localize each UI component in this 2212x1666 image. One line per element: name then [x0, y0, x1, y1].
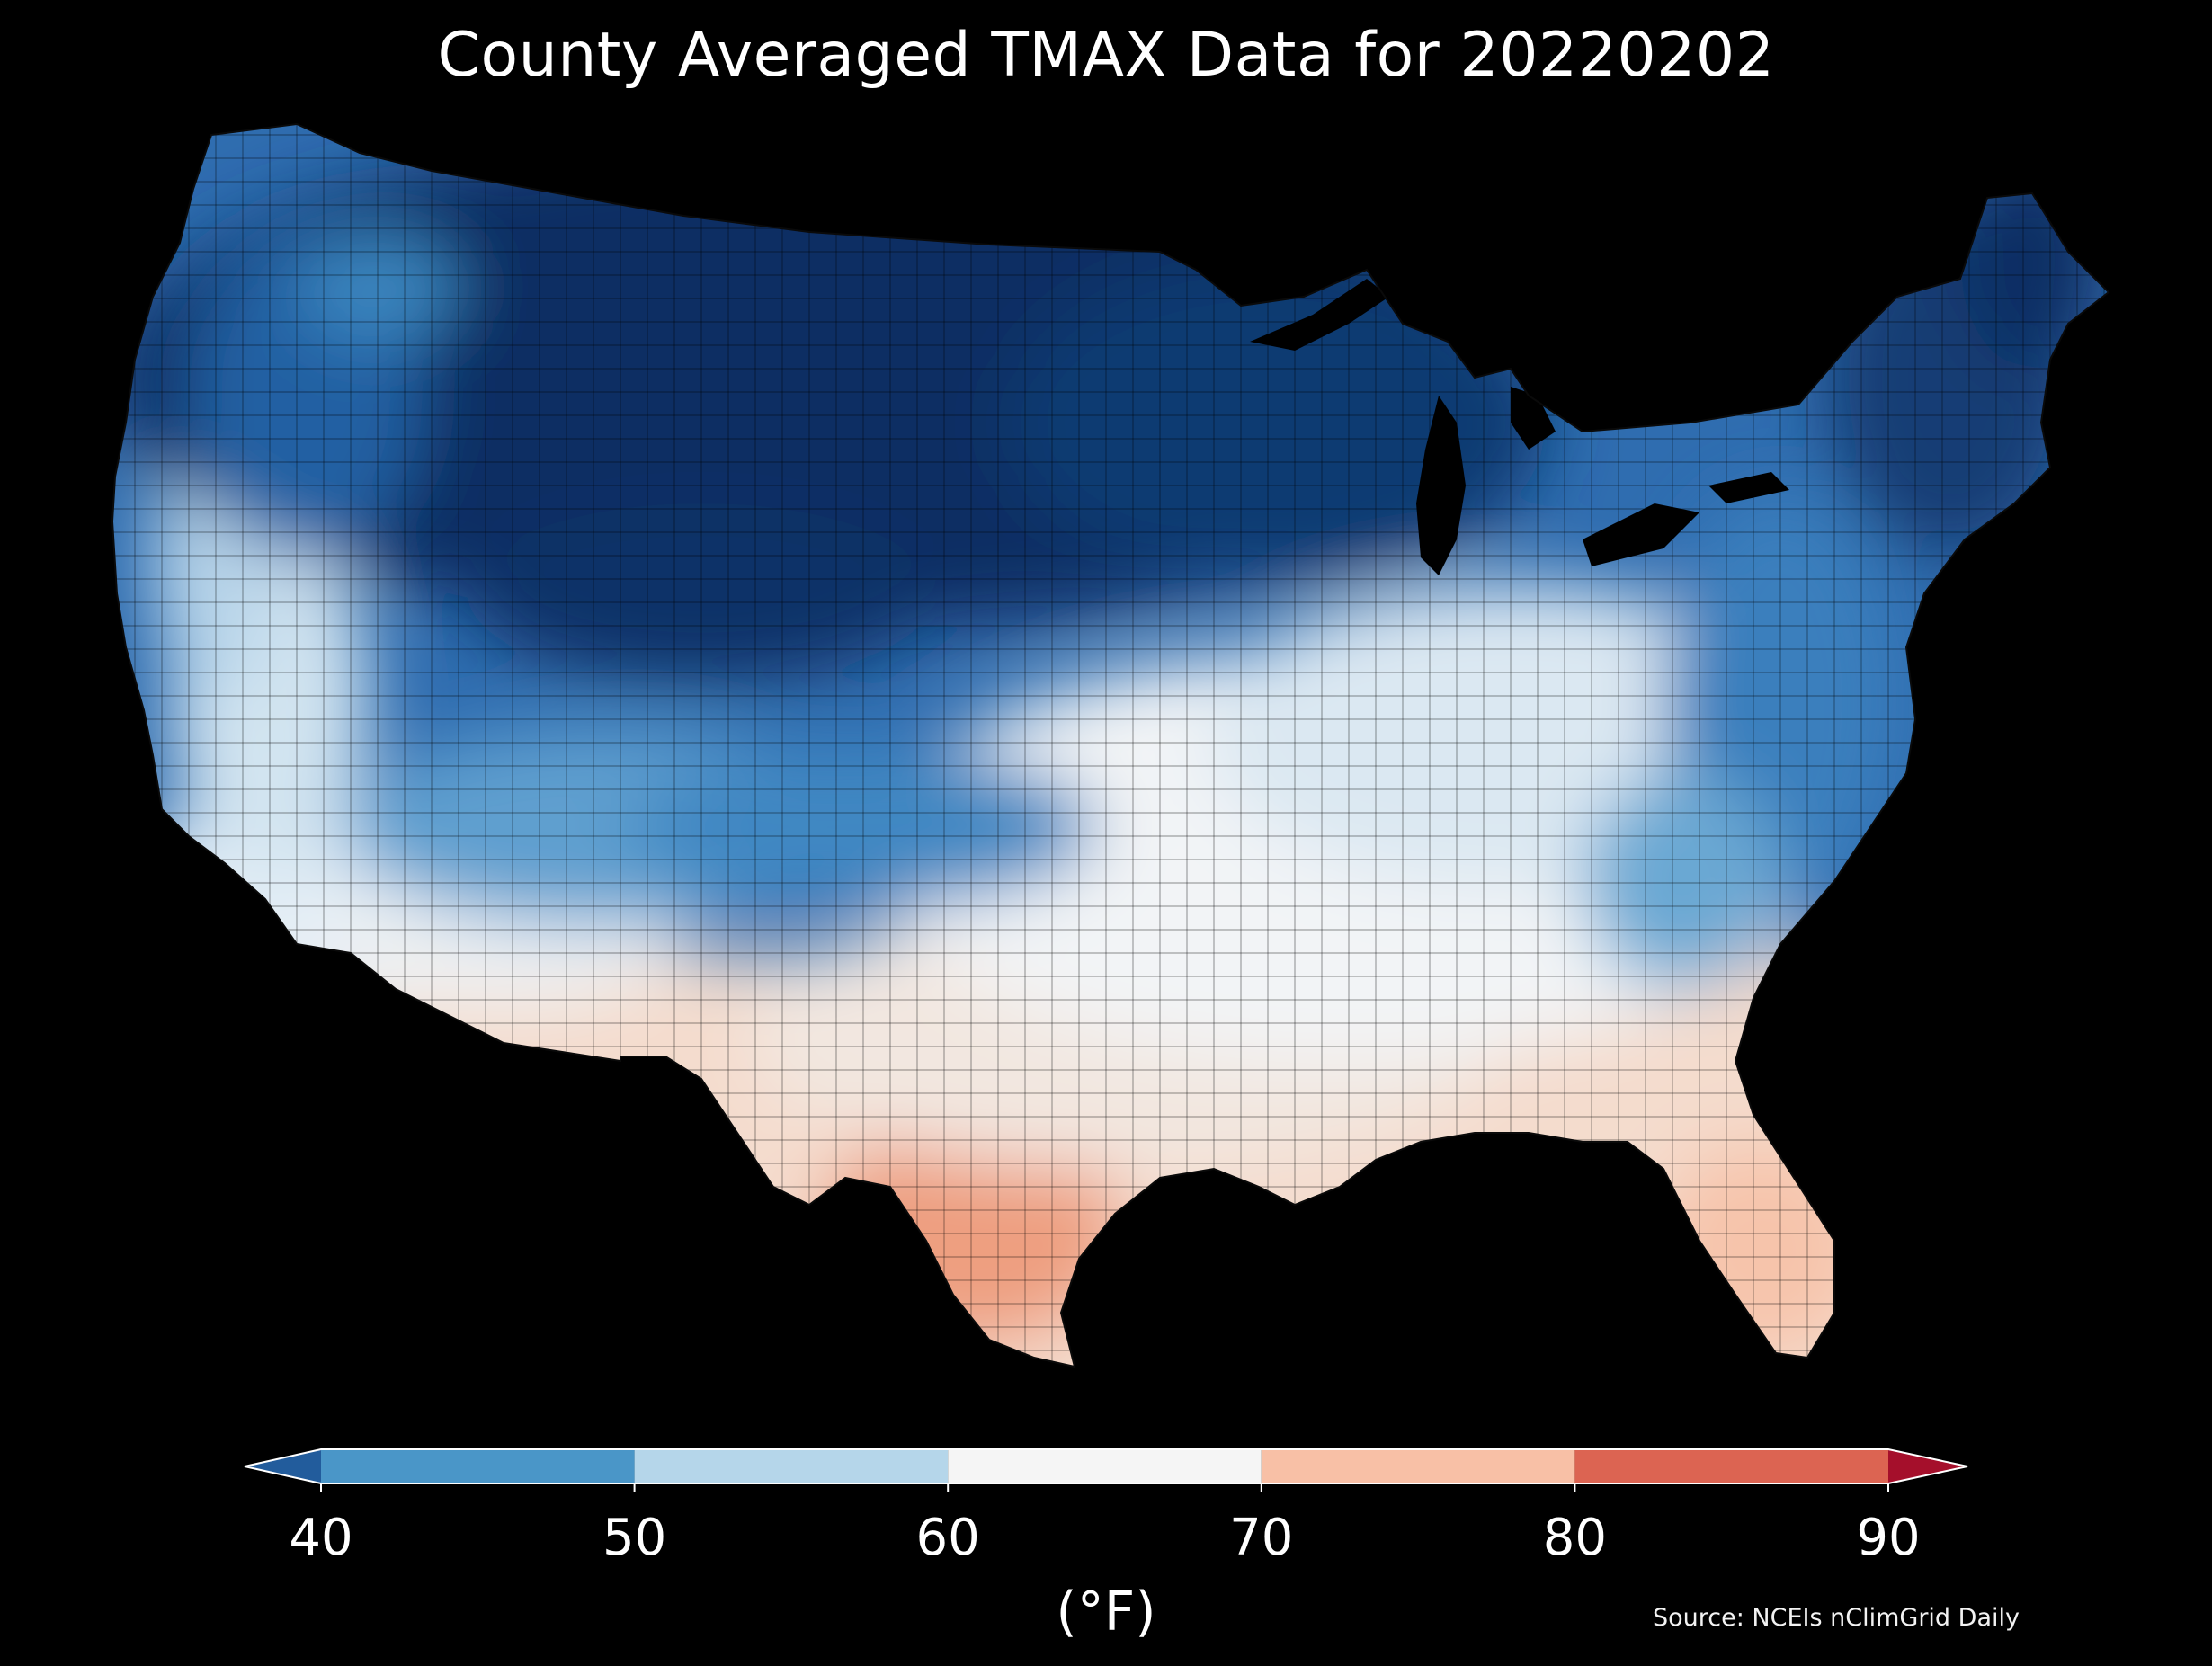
country-outline [111, 122, 2110, 1368]
colorbar-tick-label: 90 [1856, 1509, 1921, 1567]
map-title: County Averaged TMAX Data for 20220202 [437, 20, 1775, 91]
colorbar-tick-label: 50 [602, 1509, 667, 1567]
colorbar-bin-60-70 [948, 1449, 1262, 1483]
colorbar-bin-50-60 [634, 1449, 949, 1483]
great-lakes [1250, 279, 1789, 575]
colorbar-tick-label: 80 [1542, 1509, 1608, 1567]
source-credit: Source: NCEIs nClimGrid Daily [1653, 1604, 2020, 1632]
colorbar-extend-low [245, 1449, 321, 1483]
colorbar-bin-80-90 [1574, 1449, 1888, 1483]
colorbar-tick-label: 40 [289, 1509, 353, 1567]
colorbar-extend-high [1888, 1449, 1967, 1483]
colorbar [244, 1448, 1968, 1492]
colorbar-tick-label: 70 [1229, 1509, 1294, 1567]
colorbar-tick-label: 60 [915, 1509, 980, 1567]
colorbar-bin-70-80 [1261, 1449, 1575, 1483]
colorbar-unit-label: (°F) [1056, 1581, 1156, 1644]
colorbar-bin-40-50 [321, 1449, 635, 1483]
